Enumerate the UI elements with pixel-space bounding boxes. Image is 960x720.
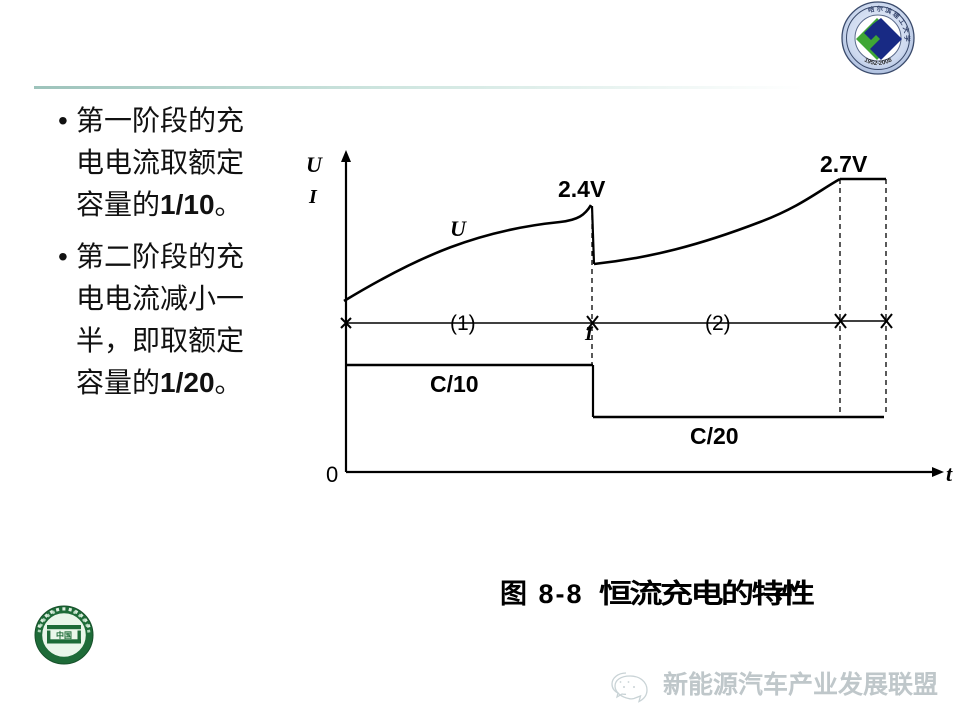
svg-text:I: I: [308, 186, 318, 208]
svg-text:C/20: C/20: [690, 423, 739, 449]
svg-text:U: U: [306, 152, 323, 177]
svg-text:U: U: [450, 216, 467, 241]
svg-text:(1): (1): [450, 312, 476, 335]
svg-text:C/10: C/10: [430, 371, 479, 397]
svg-text:0: 0: [326, 462, 338, 487]
svg-text:I: I: [584, 323, 594, 345]
svg-text:(2): (2): [705, 312, 731, 335]
svg-text:t: t: [946, 461, 953, 486]
svg-text:2.4V: 2.4V: [558, 176, 606, 202]
svg-text:2.7V: 2.7V: [820, 151, 868, 177]
svg-text:中国: 中国: [56, 630, 72, 640]
